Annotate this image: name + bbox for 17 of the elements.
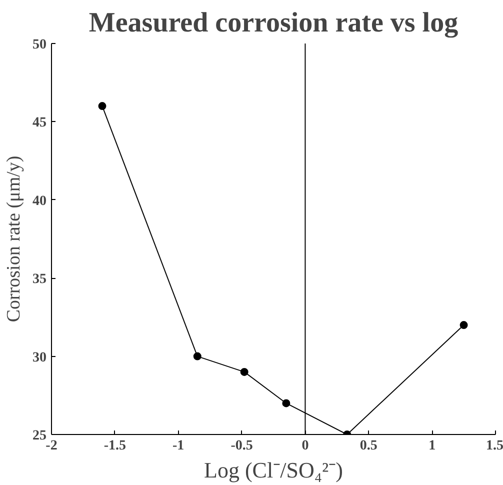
y-tick-label: 35 xyxy=(32,272,46,288)
y-axis-title: Corrosion rate (μm/y) xyxy=(4,156,24,322)
chart-title: Measured corrosion rate vs log xyxy=(88,8,458,38)
x-tick-label: 0.5 xyxy=(360,438,378,454)
x-tick-label: 1.5 xyxy=(486,438,503,454)
x-axis-title: Log (Cl⁻/SO₄²⁻) xyxy=(204,458,343,482)
x-tick-label: -2 xyxy=(46,438,58,454)
y-tick-label: 30 xyxy=(32,350,46,366)
x-tick-label: -1.5 xyxy=(104,438,126,454)
y-tick-label: 45 xyxy=(32,116,46,131)
x-tick-label: -0.5 xyxy=(230,438,253,454)
y-tick-label: 50 xyxy=(32,38,46,52)
x-tick-label: 1 xyxy=(428,438,436,454)
x-tick-label: -1 xyxy=(172,438,184,454)
y-tick-label: 25 xyxy=(32,428,46,444)
y-tick-label: 40 xyxy=(32,194,46,209)
x-tick-label: 0 xyxy=(302,438,309,454)
